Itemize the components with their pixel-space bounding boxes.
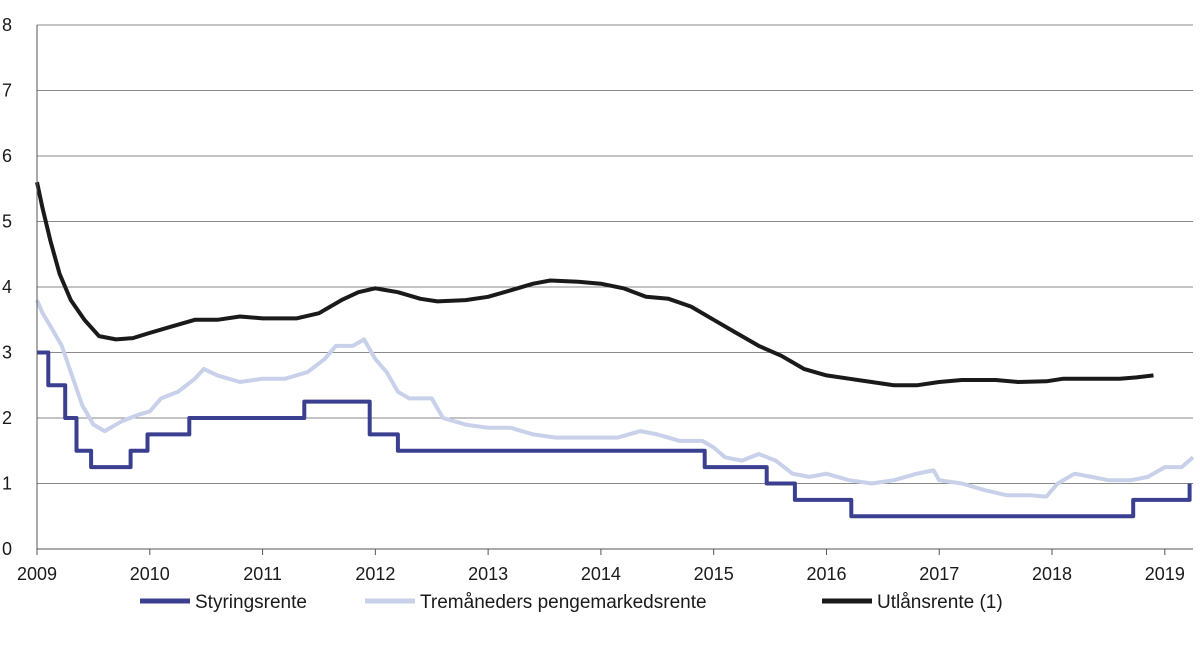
x-tick-label: 2015 — [694, 564, 734, 584]
x-axis-tick-labels: 2009 2010 2011 2012 2013 2014 2015 2016 2017 2018… — [17, 549, 1185, 584]
y-tick-label: 2 — [2, 408, 12, 428]
legend: Styringsrente Tremåneders pengemarkedsren… — [140, 592, 1003, 613]
legend-label-utl-nsrente-1: Utlånsrente (1) — [877, 592, 1003, 613]
y-tick-label: 3 — [2, 343, 12, 363]
grid-lines — [37, 24, 1193, 484]
series-lines — [35, 181, 1195, 519]
series-line-styringsrente — [37, 350, 1192, 519]
x-tick-label: 2012 — [355, 564, 395, 584]
y-tick-label: 7 — [2, 81, 12, 101]
series-line-utl-nsrente-1 — [35, 181, 1154, 388]
series-line-trem-neders-pengemarkedsrente — [35, 299, 1195, 499]
x-tick-label: 2010 — [130, 564, 170, 584]
legend-label-trem-neders-pengemarkedsrente: Tremåneders pengemarkedsrente — [420, 592, 707, 613]
y-tick-label: 6 — [2, 146, 12, 166]
y-tick-label: 5 — [2, 212, 12, 232]
y-tick-label: 1 — [2, 474, 12, 494]
y-tick-label: 0 — [2, 539, 12, 559]
y-tick-label: 8 — [2, 15, 12, 35]
x-tick-label: 2011 — [243, 564, 282, 584]
x-tick-label: 2016 — [806, 564, 846, 584]
x-tick-label: 2019 — [1145, 564, 1185, 584]
y-tick-label: 4 — [2, 277, 12, 297]
x-tick-label: 2009 — [17, 564, 57, 584]
x-tick-label: 2014 — [581, 564, 621, 584]
x-tick-label: 2017 — [919, 564, 959, 584]
x-tick-label: 2013 — [468, 564, 508, 584]
legend-label-styringsrente: Styringsrente — [195, 592, 307, 613]
y-axis-tick-labels: 0 1 2 3 4 5 6 7 8 — [2, 15, 12, 559]
x-tick-label: 2018 — [1032, 564, 1072, 584]
